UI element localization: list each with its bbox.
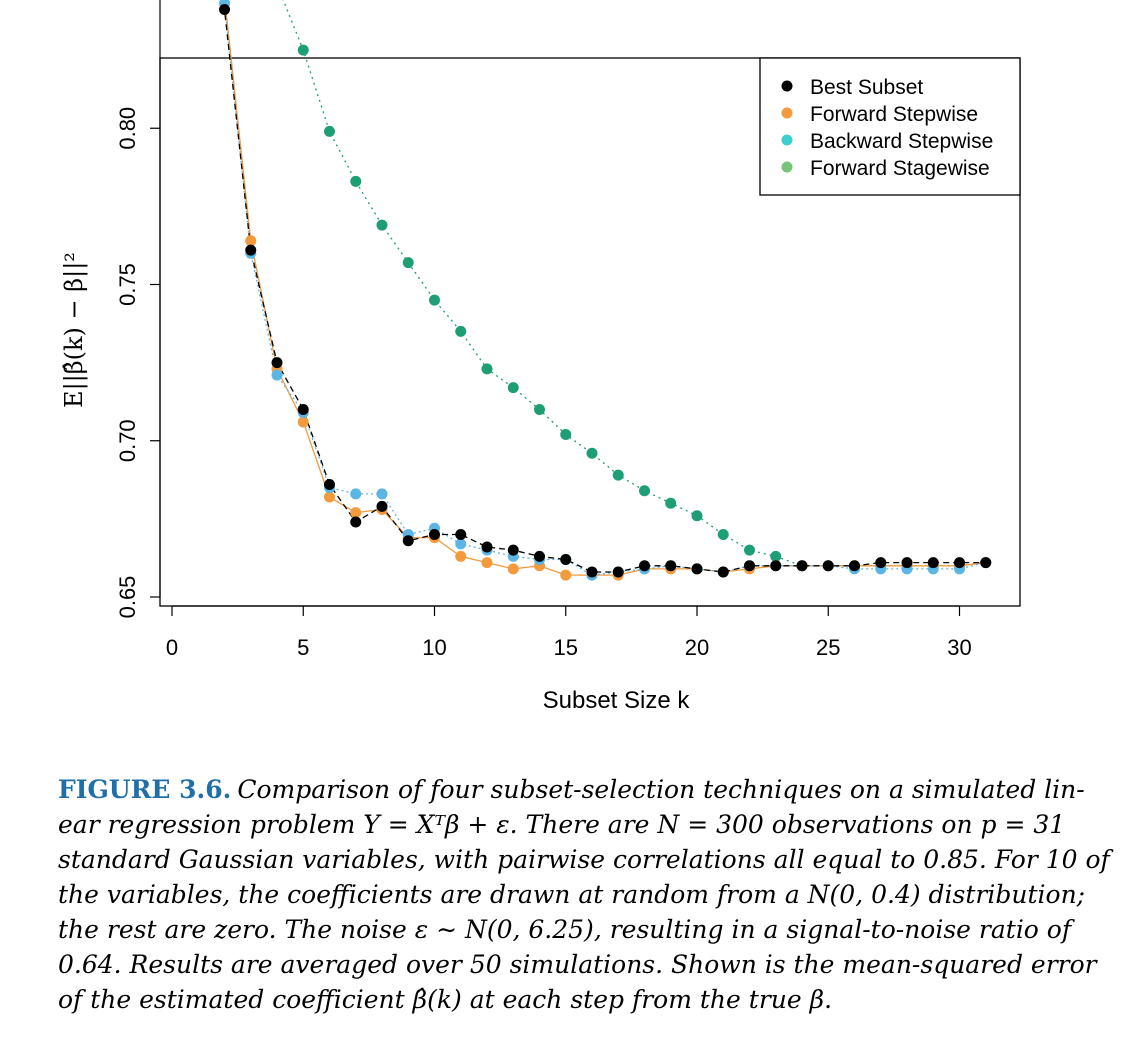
y-tick-label: 0.80 bbox=[115, 107, 140, 150]
legend-label: Backward Stepwise bbox=[810, 130, 993, 153]
y-tick-label: 0.65 bbox=[115, 576, 140, 619]
point-best-subset bbox=[481, 541, 493, 553]
point-best-subset bbox=[770, 560, 782, 572]
point-forward-stagewise bbox=[534, 404, 545, 415]
point-forward-stagewise bbox=[297, 44, 309, 56]
point-forward-stagewise bbox=[481, 363, 493, 375]
point-best-subset bbox=[402, 535, 414, 547]
point-forward-stagewise bbox=[376, 219, 388, 231]
point-forward-stepwise bbox=[324, 491, 335, 503]
legend-label: Forward Stepwise bbox=[810, 103, 978, 126]
point-best-subset bbox=[612, 566, 624, 578]
y-axis-label: E||β̂(k) − β||² bbox=[60, 252, 89, 408]
point-best-subset bbox=[376, 500, 388, 512]
point-best-subset bbox=[691, 563, 703, 575]
x-axis-label: Subset Size k bbox=[543, 687, 691, 714]
point-best-subset bbox=[927, 557, 939, 569]
point-forward-stagewise bbox=[744, 544, 755, 556]
point-forward-stagewise bbox=[586, 447, 598, 459]
y-tick-label: 0.70 bbox=[115, 419, 140, 462]
point-forward-stepwise bbox=[560, 569, 572, 581]
x-tick-label: 10 bbox=[422, 635, 446, 660]
point-best-subset bbox=[560, 554, 572, 565]
point-forward-stepwise bbox=[455, 550, 467, 562]
point-backward-stepwise bbox=[376, 488, 388, 500]
caption-line-1: FIGURE 3.6. Comparison of four subset-sel… bbox=[58, 772, 1086, 807]
point-best-subset bbox=[901, 557, 913, 569]
point-forward-stagewise bbox=[507, 382, 519, 394]
point-best-subset bbox=[245, 244, 257, 256]
point-best-subset bbox=[717, 566, 729, 578]
point-forward-stagewise bbox=[612, 469, 624, 481]
figure-caption: FIGURE 3.6. Comparison of four subset-sel… bbox=[58, 772, 1110, 1017]
point-best-subset bbox=[849, 560, 860, 572]
point-forward-stagewise bbox=[429, 294, 440, 306]
caption-text-1: Comparison of four subset-selection tech… bbox=[237, 775, 1085, 804]
point-forward-stagewise bbox=[560, 429, 572, 440]
chart: 0.650.700.750.800.850.900.95 05101520253… bbox=[60, 0, 1021, 714]
point-best-subset bbox=[586, 566, 598, 578]
point-forward-stagewise bbox=[691, 510, 703, 522]
caption-line-7: of the estimated coefficient β̂(k) at ea… bbox=[58, 985, 833, 1014]
legend-marker bbox=[781, 134, 793, 146]
y-axis: 0.650.700.750.800.850.900.95 bbox=[115, 0, 161, 619]
caption-line-3: standard Gaussian variables, with pairwi… bbox=[58, 845, 1110, 874]
x-tick-label: 20 bbox=[685, 635, 709, 660]
legend-label: Forward Stagewise bbox=[810, 157, 990, 180]
caption-line-6: 0.64. Results are averaged over 50 simul… bbox=[58, 950, 1097, 979]
point-best-subset bbox=[297, 404, 309, 415]
point-forward-stepwise bbox=[245, 235, 257, 247]
point-backward-stepwise bbox=[271, 369, 283, 381]
x-tick-label: 5 bbox=[297, 635, 309, 660]
point-best-subset bbox=[954, 557, 965, 569]
legend-marker bbox=[781, 161, 793, 173]
point-backward-stepwise bbox=[350, 488, 362, 500]
point-forward-stagewise bbox=[639, 485, 650, 497]
point-forward-stepwise bbox=[481, 557, 493, 569]
caption-line-4: the variables, the coefficients are draw… bbox=[58, 880, 1086, 909]
point-best-subset bbox=[665, 560, 677, 572]
point-best-subset bbox=[796, 560, 808, 572]
caption-line-5: the rest are zero. The noise ε ∼ N(0, 6.… bbox=[58, 915, 1072, 944]
point-forward-stepwise bbox=[350, 507, 362, 519]
point-best-subset bbox=[534, 550, 545, 562]
point-best-subset bbox=[822, 560, 834, 572]
legend-marker bbox=[781, 80, 793, 92]
x-tick-label: 0 bbox=[166, 635, 178, 660]
point-best-subset bbox=[744, 560, 755, 572]
point-best-subset bbox=[639, 560, 650, 572]
point-forward-stagewise bbox=[402, 257, 414, 269]
legend-marker bbox=[781, 107, 793, 119]
point-best-subset bbox=[429, 529, 440, 540]
point-forward-stagewise bbox=[665, 497, 677, 509]
point-best-subset bbox=[350, 516, 362, 528]
legend: Best Subset Forward Stepwise Backward Step… bbox=[759, 57, 1021, 196]
point-backward-stepwise bbox=[455, 538, 467, 550]
legend-box bbox=[759, 57, 1021, 196]
x-tick-label: 25 bbox=[816, 635, 840, 660]
point-forward-stagewise bbox=[350, 175, 362, 187]
point-best-subset bbox=[219, 4, 230, 15]
caption-label: FIGURE 3.6. bbox=[58, 775, 232, 804]
series-points bbox=[219, 0, 992, 581]
caption-line-2: ear regression problem Y = Xᵀβ + ε. Ther… bbox=[58, 810, 1066, 839]
point-forward-stagewise bbox=[455, 325, 467, 337]
point-forward-stepwise bbox=[297, 416, 309, 428]
point-best-subset bbox=[507, 544, 519, 556]
x-axis: 0 5 10 15 20 25 30 bbox=[166, 605, 972, 660]
point-forward-stepwise bbox=[507, 563, 519, 575]
point-best-subset bbox=[980, 557, 992, 569]
point-best-subset bbox=[271, 357, 283, 369]
point-forward-stagewise bbox=[770, 550, 782, 562]
point-best-subset bbox=[324, 479, 335, 490]
point-best-subset bbox=[455, 529, 467, 540]
x-tick-label: 15 bbox=[554, 635, 578, 660]
point-forward-stagewise bbox=[324, 125, 335, 137]
x-tick-label: 30 bbox=[947, 635, 971, 660]
point-best-subset bbox=[875, 557, 887, 569]
point-forward-stagewise bbox=[717, 529, 729, 540]
legend-label: Best Subset bbox=[810, 76, 923, 99]
y-tick-label: 0.75 bbox=[115, 263, 140, 306]
